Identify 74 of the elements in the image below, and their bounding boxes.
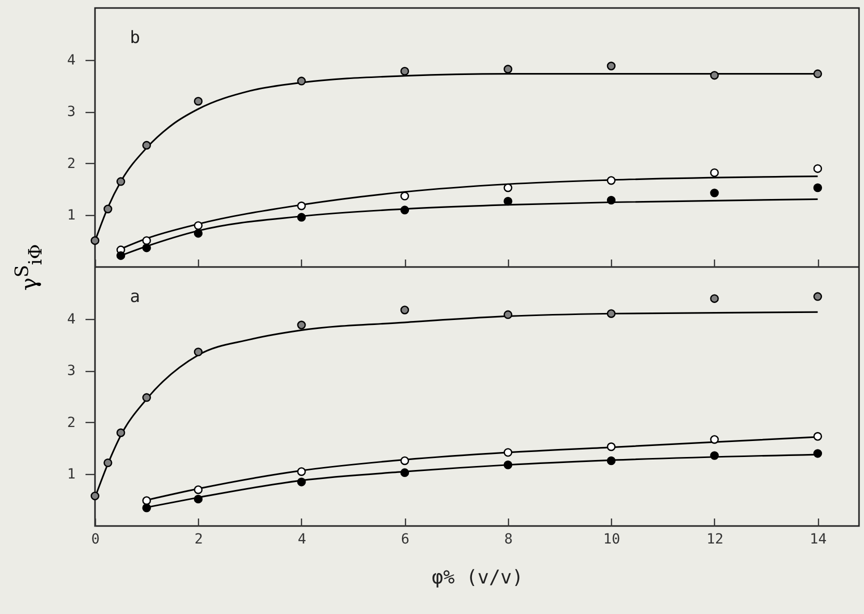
point [104, 458, 112, 468]
point [606, 176, 616, 185]
point [194, 221, 203, 230]
point [297, 202, 306, 210]
point [142, 236, 151, 245]
point [400, 206, 410, 214]
point [606, 196, 616, 205]
point [194, 485, 203, 494]
point [297, 478, 306, 486]
point [297, 467, 306, 476]
point [400, 468, 410, 477]
point [606, 309, 616, 318]
point [142, 504, 151, 512]
point [116, 251, 126, 260]
x-tick-label: 2 [194, 532, 203, 548]
y-tick-label: 3 [67, 104, 76, 120]
x-tick-label: 6 [401, 532, 410, 548]
x-tick-label: 14 [810, 532, 827, 548]
point [710, 168, 719, 178]
point [710, 435, 719, 444]
point [297, 212, 306, 222]
point [710, 188, 719, 198]
point [116, 177, 126, 186]
point [104, 204, 112, 214]
point [813, 292, 822, 301]
x-tick-label: 8 [504, 532, 513, 548]
point [504, 64, 512, 74]
point [142, 393, 151, 402]
y-tick-label: 1 [67, 466, 76, 483]
point [813, 69, 822, 78]
point [142, 140, 151, 150]
annotation: b [130, 28, 140, 48]
point [813, 432, 822, 441]
point [400, 306, 410, 314]
point [710, 70, 719, 80]
x-tick-label: 4 [298, 532, 306, 548]
point [194, 96, 203, 106]
point [297, 320, 306, 330]
y-tick-label: 4 [67, 52, 76, 68]
point [606, 456, 616, 466]
x-tick-label: 10 [603, 532, 620, 548]
point [504, 196, 512, 206]
y-tick-label: 1 [67, 208, 76, 224]
point [400, 456, 410, 466]
point [400, 66, 410, 76]
point [710, 451, 719, 460]
point [142, 243, 151, 252]
point [504, 310, 512, 320]
point [194, 228, 203, 238]
point [504, 448, 512, 457]
point [813, 449, 822, 458]
x-tick-label: 0 [91, 532, 100, 548]
point [606, 62, 616, 70]
point [90, 492, 100, 500]
point [116, 428, 126, 438]
y-tick-label: 3 [67, 363, 76, 380]
point [504, 460, 512, 470]
point [90, 236, 100, 245]
y-tick-label: 2 [67, 414, 76, 431]
point [194, 494, 203, 504]
point [142, 496, 151, 505]
point [400, 192, 410, 200]
point [504, 183, 512, 192]
point [297, 76, 306, 86]
x-tick-label: 12 [706, 532, 724, 548]
annotation: a [130, 287, 140, 307]
point [606, 442, 616, 452]
y-tick-label: 2 [67, 156, 76, 172]
point [194, 348, 203, 356]
point [710, 294, 719, 303]
point [813, 183, 822, 192]
y-tick-label: 4 [67, 311, 76, 328]
point [813, 164, 822, 173]
x-axis-title: φ% (v/v) [432, 566, 524, 588]
